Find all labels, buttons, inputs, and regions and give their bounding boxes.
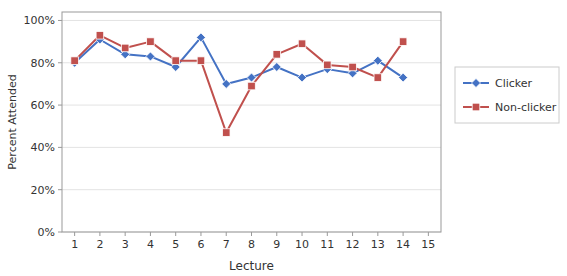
x-tick-label: 9 xyxy=(273,238,280,251)
point-marker xyxy=(272,63,281,72)
point-marker xyxy=(196,33,205,42)
point-marker xyxy=(399,38,407,46)
point-marker xyxy=(298,73,307,82)
series-line xyxy=(75,37,403,84)
x-tick xyxy=(74,232,75,236)
legend-marker xyxy=(472,103,480,111)
x-tick xyxy=(175,232,176,236)
y-tick xyxy=(58,105,62,106)
grid-line xyxy=(62,189,441,190)
x-tick-label: 8 xyxy=(248,238,255,251)
x-tick xyxy=(251,232,252,236)
legend: Clicker Non-clicker xyxy=(455,67,559,123)
plot-area xyxy=(70,31,407,136)
page: {"chart_data": { "type": "line", "xlabel… xyxy=(0,0,567,276)
x-tick-label: 12 xyxy=(346,238,360,251)
point-marker xyxy=(298,40,306,48)
legend-label: Clicker xyxy=(495,77,533,90)
y-tick-label: 100% xyxy=(24,14,55,27)
x-tick xyxy=(428,232,429,236)
x-tick-label: 3 xyxy=(122,238,129,251)
x-tick-label: 15 xyxy=(421,238,435,251)
x-tick xyxy=(377,232,378,236)
grid-line xyxy=(62,62,441,63)
x-tick-label: 10 xyxy=(295,238,309,251)
x-tick-label: 7 xyxy=(223,238,230,251)
series-line xyxy=(75,35,403,132)
point-marker xyxy=(197,57,205,65)
x-axis: 123456789101112131415 xyxy=(71,232,435,251)
point-marker xyxy=(172,57,180,65)
point-marker xyxy=(222,129,230,137)
y-tick-label: 80% xyxy=(31,57,55,70)
y-axis: 0% 20% 40% 60% 80% 100% xyxy=(24,14,62,239)
plot-frame xyxy=(62,12,441,232)
series xyxy=(71,31,407,136)
grid xyxy=(62,20,441,232)
x-tick xyxy=(125,232,126,236)
y-tick-label: 20% xyxy=(31,184,55,197)
x-tick-label: 6 xyxy=(197,238,204,251)
legend-marker xyxy=(472,79,481,88)
point-marker xyxy=(96,31,104,39)
point-marker xyxy=(71,57,79,65)
x-tick-label: 11 xyxy=(320,238,334,251)
x-tick xyxy=(99,232,100,236)
y-tick xyxy=(58,189,62,190)
x-tick xyxy=(200,232,201,236)
x-tick xyxy=(327,232,328,236)
x-tick xyxy=(150,232,151,236)
y-tick-label: 40% xyxy=(31,141,55,154)
x-tick xyxy=(352,232,353,236)
grid-line xyxy=(62,147,441,148)
point-marker xyxy=(147,38,155,46)
x-tick xyxy=(403,232,404,236)
y-tick xyxy=(58,147,62,148)
x-tick-label: 4 xyxy=(147,238,154,251)
x-tick-label: 5 xyxy=(172,238,179,251)
y-tick-label: 60% xyxy=(31,99,55,112)
y-tick-label: 0% xyxy=(38,226,55,239)
x-axis-label: Lecture xyxy=(229,259,274,273)
series xyxy=(70,33,407,89)
x-tick-label: 13 xyxy=(371,238,385,251)
x-tick-label: 2 xyxy=(96,238,103,251)
grid-line xyxy=(62,105,441,106)
point-marker xyxy=(349,63,357,71)
chart-container: 0%20%40%60%80%100%123456789101112131415L… xyxy=(0,0,567,276)
point-marker xyxy=(273,51,281,59)
point-marker xyxy=(248,82,256,90)
x-tick xyxy=(302,232,303,236)
point-marker xyxy=(121,44,129,52)
chart-svg: 0%20%40%60%80%100%123456789101112131415L… xyxy=(0,0,567,276)
x-tick xyxy=(276,232,277,236)
point-marker xyxy=(374,74,382,82)
x-tick-label: 14 xyxy=(396,238,410,251)
y-tick xyxy=(58,20,62,21)
legend-label: Non-clicker xyxy=(495,101,557,114)
x-tick-label: 1 xyxy=(71,238,78,251)
x-tick xyxy=(226,232,227,236)
point-marker xyxy=(146,52,155,61)
point-marker xyxy=(222,79,231,88)
y-tick xyxy=(58,62,62,63)
legend-frame xyxy=(455,67,559,123)
y-axis-label: Percent Attended xyxy=(6,74,19,169)
grid-line xyxy=(62,20,441,21)
y-tick xyxy=(58,232,62,233)
point-marker xyxy=(373,56,382,65)
point-marker xyxy=(399,73,408,82)
point-marker xyxy=(324,61,332,69)
